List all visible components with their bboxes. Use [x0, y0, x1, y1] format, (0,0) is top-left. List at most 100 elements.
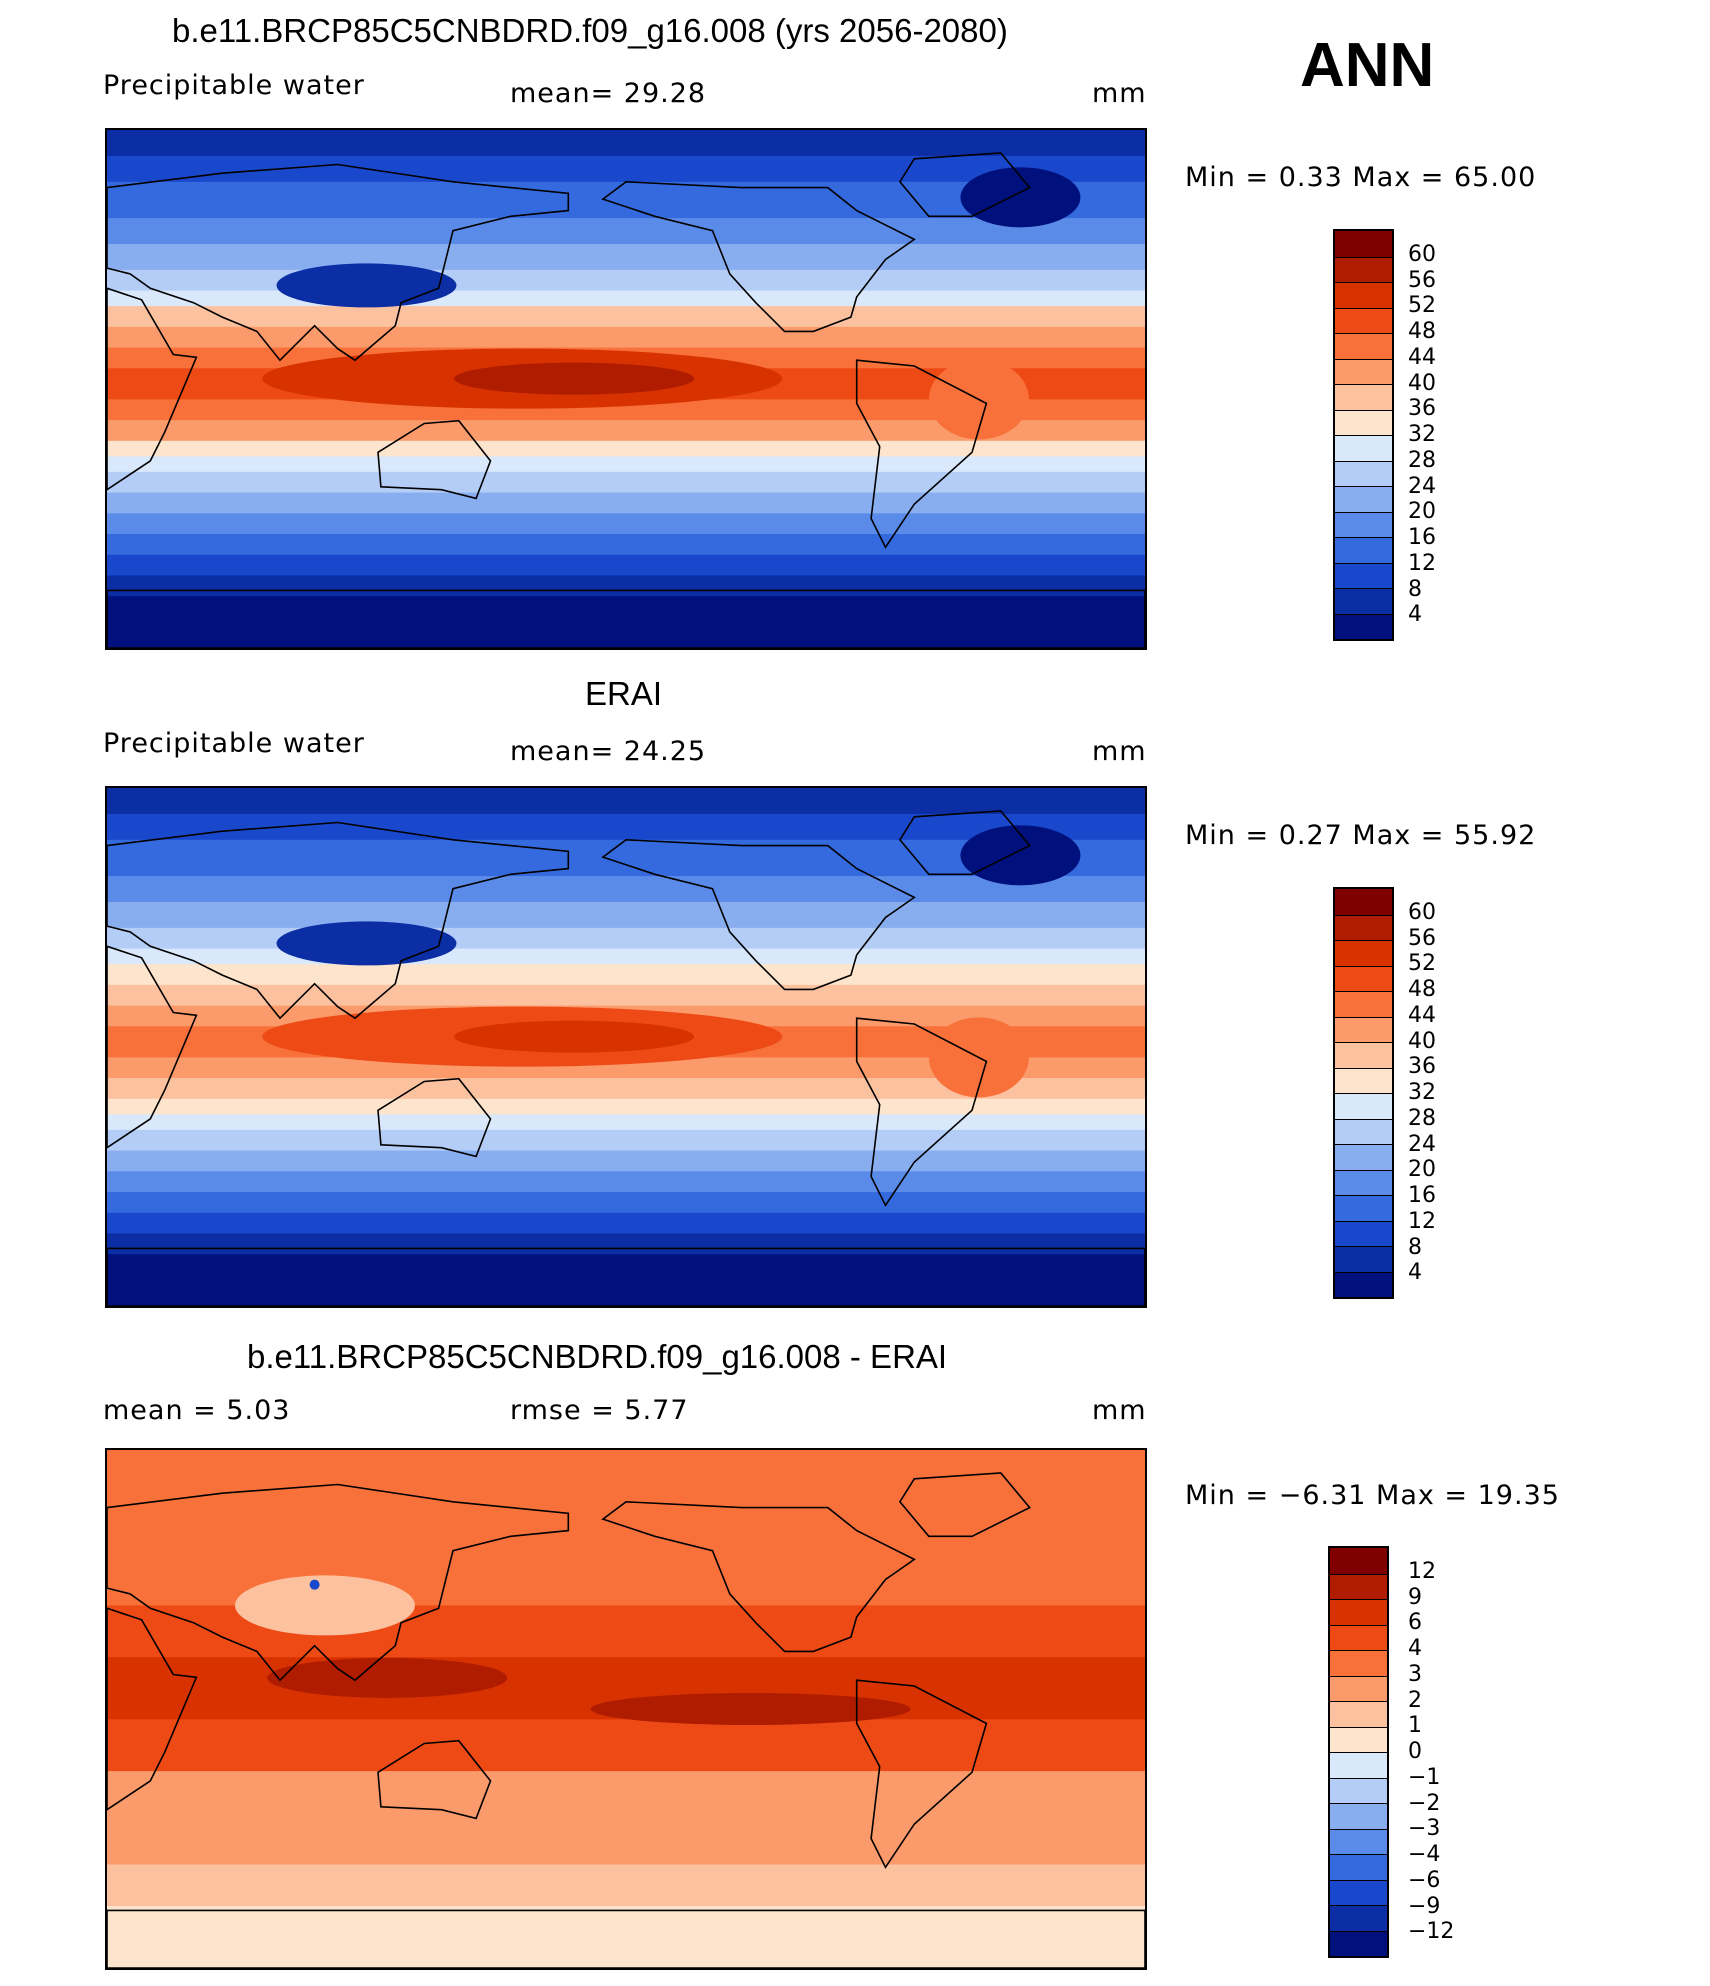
panel-3-map — [105, 1448, 1147, 1970]
colorbar-swatch — [1335, 965, 1392, 991]
colorbar-swatch — [1335, 562, 1392, 588]
colorbar-swatch — [1330, 1548, 1387, 1574]
colorbar-tick-label: 4 — [1408, 1260, 1422, 1286]
colorbar-swatch — [1335, 613, 1392, 639]
colorbar-tick-label: 20 — [1408, 1157, 1436, 1183]
panel-3-mean-label: mean = 5.03 — [103, 1395, 291, 1426]
colorbar-tick-label: 16 — [1408, 525, 1436, 550]
colorbar-swatch — [1335, 1169, 1392, 1195]
colorbar-swatch — [1330, 1726, 1387, 1752]
panel-2-map — [105, 786, 1147, 1308]
colorbar-swatch — [1330, 1777, 1387, 1803]
colorbar-tick-label: 52 — [1408, 951, 1436, 977]
colorbar-swatch — [1335, 1118, 1392, 1144]
colorbar-swatch — [1335, 914, 1392, 940]
colorbar-swatch — [1335, 231, 1392, 257]
colorbar-tick-label: 56 — [1408, 267, 1436, 293]
colorbar-swatch — [1335, 1093, 1392, 1119]
colorbar-tick-label: 32 — [1408, 1080, 1436, 1105]
season-label: ANN — [1300, 31, 1435, 100]
colorbar-swatch — [1335, 940, 1392, 966]
colorbar-tick-label: 3 — [1408, 1661, 1422, 1687]
panel-2-units: mm — [1092, 736, 1147, 767]
panel-1-map — [105, 128, 1147, 650]
panel-1-colorbar-ticks: 60 56 52 48 44 40 36 32 28 24 20 16 12 8 4 — [1408, 229, 1488, 641]
colorbar-tick-label: 36 — [1408, 1054, 1436, 1080]
colorbar-tick-label: 52 — [1408, 293, 1436, 319]
colorbar-tick-label: −9 — [1408, 1893, 1441, 1919]
colorbar-swatch — [1335, 1016, 1392, 1042]
colorbar-swatch — [1335, 282, 1392, 308]
colorbar-swatch — [1330, 1828, 1387, 1854]
colorbar-swatch — [1335, 588, 1392, 614]
panel-1-title: b.e11.BRCP85C5CNBDRD.f09_g16.008 (yrs 20… — [172, 12, 1008, 49]
colorbar-swatch — [1330, 1650, 1387, 1676]
colorbar-swatch — [1335, 1195, 1392, 1221]
colorbar-swatch — [1330, 1573, 1387, 1599]
colorbar-swatch — [1335, 435, 1392, 461]
panel-1-minmax: Min = 0.33 Max = 65.00 — [1185, 162, 1537, 193]
colorbar-tick-label: 24 — [1408, 473, 1436, 499]
colorbar-swatch — [1335, 384, 1392, 410]
colorbar-tick-label: 24 — [1408, 1131, 1436, 1157]
colorbar-tick-label: 1 — [1408, 1713, 1422, 1739]
colorbar-tick-label: 2 — [1408, 1687, 1422, 1713]
colorbar-tick-label: 8 — [1408, 576, 1422, 602]
colorbar-tick-label: 60 — [1408, 899, 1436, 925]
colorbar-swatch — [1335, 333, 1392, 359]
colorbar-swatch — [1330, 1905, 1387, 1931]
panel-2-variable-label: Precipitable water — [103, 728, 365, 759]
colorbar-tick-label: 20 — [1408, 499, 1436, 525]
colorbar-swatch — [1330, 1879, 1387, 1905]
panel-2-colorbar — [1333, 887, 1394, 1299]
colorbar-tick-label: 8 — [1408, 1234, 1422, 1260]
colorbar-swatch — [1335, 358, 1392, 384]
panel-3-rmse-label: rmse = 5.77 — [510, 1395, 689, 1426]
colorbar-tick-label: −6 — [1408, 1867, 1441, 1893]
colorbar-tick-label: 44 — [1408, 1002, 1436, 1028]
panel-1-variable-label: Precipitable water — [103, 70, 365, 101]
panel-3-colorbar-ticks: 12 9 6 4 3 2 1 0 −1 −2 −3 −4 −6 −9 −12 — [1408, 1546, 1488, 1958]
colorbar-swatch — [1330, 1803, 1387, 1829]
panel-1-units: mm — [1092, 78, 1147, 109]
colorbar-swatch — [1335, 537, 1392, 563]
panel-2-title: ERAI — [585, 675, 663, 712]
colorbar-tick-label: 12 — [1408, 550, 1436, 576]
colorbar-tick-label: 60 — [1408, 241, 1436, 267]
colorbar-swatch — [1335, 409, 1392, 435]
panel-2-minmax: Min = 0.27 Max = 55.92 — [1185, 820, 1537, 851]
colorbar-tick-label: 0 — [1408, 1739, 1422, 1764]
colorbar-tick-label: −4 — [1408, 1842, 1441, 1867]
colorbar-tick-label: 36 — [1408, 396, 1436, 422]
colorbar-swatch — [1335, 1067, 1392, 1093]
colorbar-swatch — [1335, 1246, 1392, 1272]
colorbar-tick-label: −2 — [1408, 1790, 1441, 1816]
colorbar-swatch — [1330, 1599, 1387, 1625]
colorbar-swatch — [1335, 1220, 1392, 1246]
panel-2-colorbar-ticks: 60 56 52 48 44 40 36 32 28 24 20 16 12 8 4 — [1408, 887, 1488, 1299]
panel-1-mean-label: mean= 29.28 — [510, 78, 707, 109]
colorbar-swatch — [1330, 1675, 1387, 1701]
panel-3-minmax: Min = −6.31 Max = 19.35 — [1185, 1480, 1560, 1511]
colorbar-tick-label: 40 — [1408, 370, 1436, 396]
colorbar-tick-label: 9 — [1408, 1584, 1422, 1610]
colorbar-tick-label: 6 — [1408, 1610, 1422, 1636]
colorbar-tick-label: 4 — [1408, 602, 1422, 628]
colorbar-swatch — [1335, 889, 1392, 915]
colorbar-swatch — [1335, 1271, 1392, 1297]
panel-2-mean-label: mean= 24.25 — [510, 736, 707, 767]
colorbar-tick-label: 4 — [1408, 1636, 1422, 1661]
colorbar-swatch — [1330, 1701, 1387, 1727]
colorbar-tick-label: 48 — [1408, 977, 1436, 1002]
colorbar-tick-label: 48 — [1408, 319, 1436, 344]
colorbar-swatch — [1330, 1624, 1387, 1650]
colorbar-swatch — [1335, 460, 1392, 486]
colorbar-swatch — [1335, 486, 1392, 512]
panel-3-units: mm — [1092, 1395, 1147, 1426]
colorbar-swatch — [1330, 1752, 1387, 1778]
panel-3-colorbar — [1328, 1546, 1389, 1958]
colorbar-tick-label: −3 — [1408, 1816, 1441, 1842]
colorbar-tick-label: −12 — [1408, 1919, 1455, 1945]
colorbar-swatch — [1330, 1930, 1387, 1956]
colorbar-swatch — [1335, 991, 1392, 1017]
